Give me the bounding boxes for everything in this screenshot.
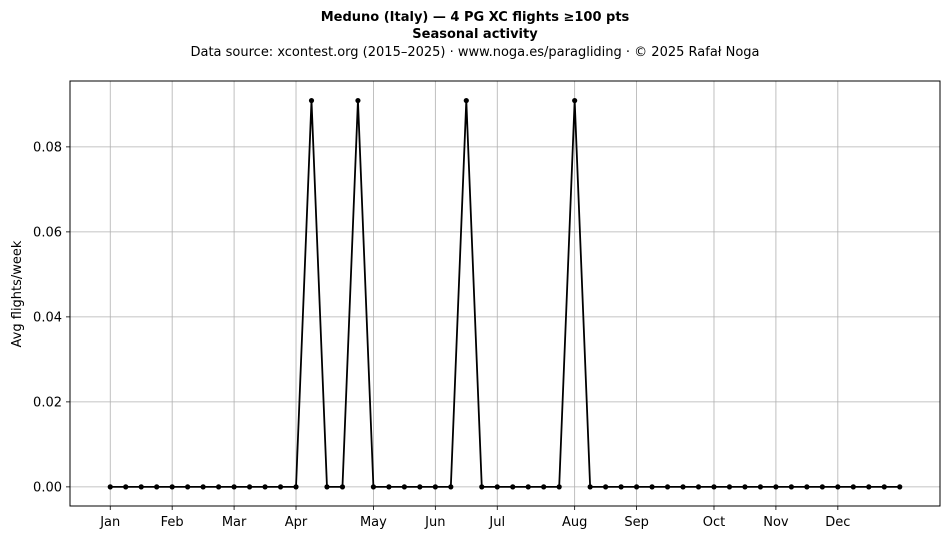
data-point xyxy=(262,484,268,490)
chart-subtitle: Seasonal activity xyxy=(412,27,538,42)
data-point xyxy=(308,97,315,104)
data-point xyxy=(618,484,624,490)
x-tick-label: Oct xyxy=(703,515,725,530)
series-line xyxy=(110,99,900,488)
data-point xyxy=(680,484,686,490)
data-point xyxy=(649,484,655,490)
data-point xyxy=(386,484,392,490)
data-point xyxy=(324,484,330,490)
data-point xyxy=(339,484,346,490)
x-tick-label: Dec xyxy=(825,515,850,530)
data-point xyxy=(200,484,206,490)
y-axis-label: Avg flights/week xyxy=(10,240,25,347)
data-point xyxy=(587,484,593,490)
data-point xyxy=(572,97,578,104)
plot-frame xyxy=(69,80,941,507)
data-point xyxy=(231,484,237,490)
x-tick-label: Jan xyxy=(99,515,120,530)
y-tick-label: 0.02 xyxy=(33,395,62,410)
x-tick-label: Jun xyxy=(424,515,445,530)
data-point xyxy=(603,484,609,490)
grid xyxy=(70,81,940,506)
data-point xyxy=(866,484,872,490)
data-point xyxy=(510,484,516,490)
data-point xyxy=(107,484,113,490)
data-point xyxy=(664,484,671,490)
y-tick-label: 0.08 xyxy=(33,140,62,155)
y-tick-label: 0.06 xyxy=(33,225,62,240)
chart-source-note: Data source: xcontest.org (2015–2025) · … xyxy=(190,45,759,60)
data-point xyxy=(448,484,454,490)
x-tick-label: Apr xyxy=(285,515,308,530)
data-point xyxy=(773,484,779,490)
data-point xyxy=(541,484,547,490)
data-point xyxy=(185,484,191,490)
data-point xyxy=(897,484,903,490)
x-tick-label: May xyxy=(360,515,387,530)
data-point xyxy=(788,484,794,490)
axis-ticks: Jan Feb Mar Apr May Jun Jul Aug Sep Oct Nov Dec 0.00… xyxy=(33,140,850,530)
data-point xyxy=(355,97,361,104)
data-point xyxy=(633,484,640,490)
data-point xyxy=(417,484,423,490)
data-point xyxy=(463,97,469,104)
data-point xyxy=(370,484,377,490)
data-point xyxy=(401,484,407,490)
data-point xyxy=(819,484,825,490)
data-point xyxy=(432,484,438,490)
data-point xyxy=(726,484,733,490)
data-point xyxy=(277,484,284,490)
series-layer xyxy=(107,97,903,490)
data-point xyxy=(804,484,810,490)
x-tick-label: Mar xyxy=(222,515,247,530)
data-point xyxy=(850,484,856,490)
data-point xyxy=(695,484,702,490)
data-point xyxy=(556,484,562,490)
data-point xyxy=(138,484,144,490)
data-point xyxy=(123,484,129,490)
data-point xyxy=(835,484,841,490)
data-point xyxy=(525,484,531,490)
data-point xyxy=(742,484,748,490)
data-point xyxy=(293,484,299,490)
data-point xyxy=(169,484,175,490)
chart-title: Meduno (Italy) — 4 PG XC flights ≥100 pt… xyxy=(321,10,630,25)
data-point xyxy=(711,484,717,490)
data-point xyxy=(881,484,887,490)
data-point xyxy=(494,484,500,490)
x-tick-label: Jul xyxy=(488,515,505,530)
data-point xyxy=(757,484,764,490)
y-tick-label: 0.04 xyxy=(33,310,62,325)
x-tick-label: Nov xyxy=(763,515,789,530)
data-point xyxy=(216,484,222,490)
x-tick-label: Feb xyxy=(161,515,184,530)
data-point xyxy=(246,484,253,490)
data-point xyxy=(479,484,485,490)
x-tick-label: Aug xyxy=(562,515,587,530)
x-tick-label: Sep xyxy=(624,515,649,530)
y-tick-label: 0.00 xyxy=(33,480,62,495)
data-point xyxy=(154,484,160,490)
